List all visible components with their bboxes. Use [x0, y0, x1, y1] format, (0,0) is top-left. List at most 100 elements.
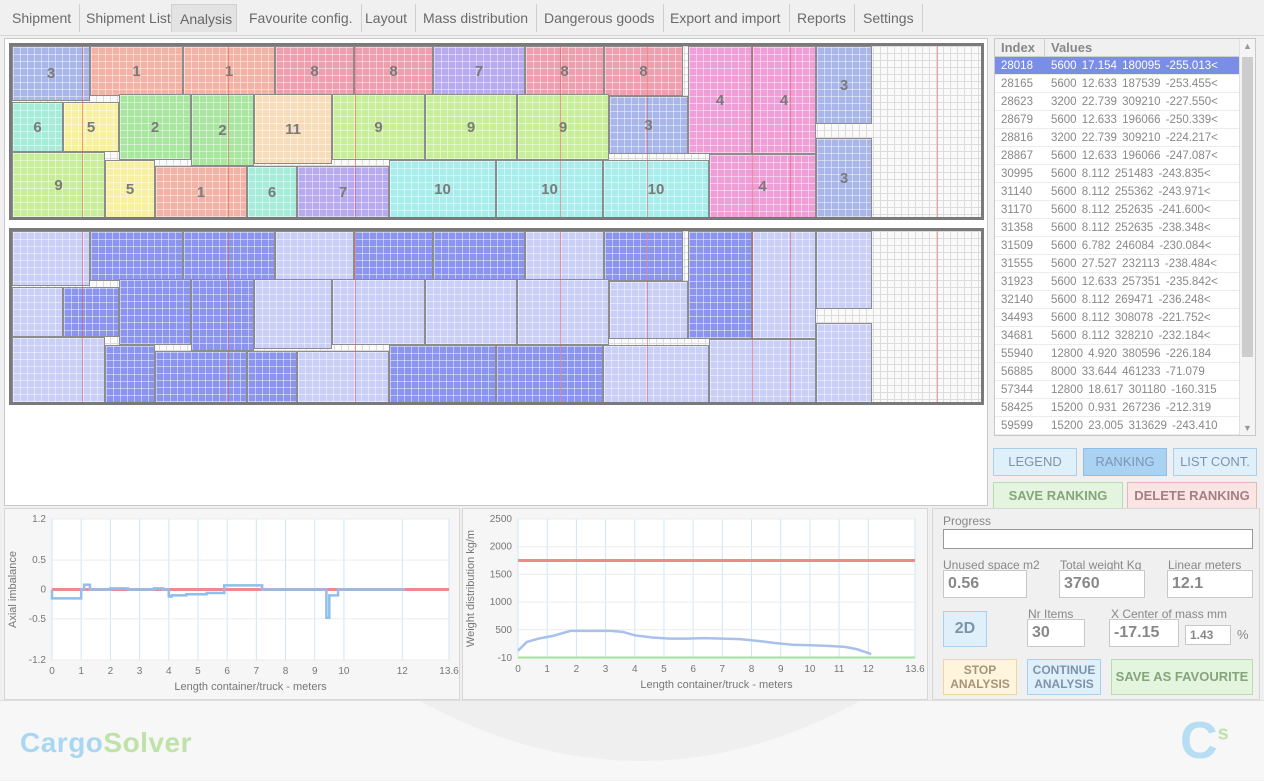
- scroll-down-icon[interactable]: ▼: [1243, 423, 1252, 433]
- cargo-item-shadow[interactable]: [155, 351, 247, 402]
- tab-layout[interactable]: Layout: [357, 4, 417, 32]
- ranking-row[interactable]: 31509 5600 6.782 246084 -230.084<: [995, 237, 1255, 255]
- tab-mass-distribution[interactable]: Mass distribution: [415, 4, 538, 32]
- ranking-row[interactable]: 58425 15200 0.931 267236 -212.319: [995, 399, 1255, 417]
- tab-export-import[interactable]: Export and import: [662, 4, 790, 32]
- cargo-item[interactable]: 3: [12, 46, 90, 101]
- truck-top-view[interactable]: 3 1 1 8 8 7 8 8 4 4 3 6 5 2 2 11 9 9 9 3 9 5 1 6 7 10 10 10 4 3: [9, 43, 984, 220]
- cargo-item-shadow[interactable]: [496, 345, 603, 402]
- cargo-item-shadow[interactable]: [275, 231, 354, 281]
- cargo-item[interactable]: 7: [297, 166, 389, 217]
- cargo-item-shadow[interactable]: [525, 231, 604, 281]
- legend-button[interactable]: LEGEND: [993, 448, 1077, 476]
- tab-reports[interactable]: Reports: [789, 4, 856, 32]
- tab-shipment[interactable]: Shipment: [4, 4, 81, 32]
- cargo-item[interactable]: 5: [105, 160, 155, 217]
- cargo-item[interactable]: 9: [12, 152, 105, 217]
- cargo-item[interactable]: 4: [709, 154, 816, 217]
- cargo-item-shadow[interactable]: [433, 231, 525, 281]
- cargo-item[interactable]: 4: [752, 46, 816, 154]
- cargo-item[interactable]: 9: [517, 94, 609, 160]
- cargo-item-shadow[interactable]: [12, 337, 105, 402]
- cargo-item-shadow[interactable]: [12, 287, 63, 337]
- cargo-item[interactable]: 3: [816, 138, 872, 217]
- cargo-item-shadow[interactable]: [425, 279, 517, 345]
- cargo-item[interactable]: 6: [12, 102, 63, 152]
- ranking-row[interactable]: 28816 3200 22.739 309210 -224.217<: [995, 129, 1255, 147]
- cargo-item-shadow[interactable]: [191, 279, 254, 351]
- cargo-item-shadow[interactable]: [297, 351, 389, 402]
- cargo-item-shadow[interactable]: [816, 323, 872, 402]
- header-index[interactable]: Index: [995, 39, 1045, 56]
- cargo-item[interactable]: 1: [90, 46, 183, 96]
- tab-settings[interactable]: Settings: [855, 4, 923, 32]
- cargo-item[interactable]: 10: [496, 160, 603, 217]
- ranking-row[interactable]: 55940 12800 4.920 380596 -226.184: [995, 345, 1255, 363]
- cargo-item-shadow[interactable]: [183, 231, 275, 281]
- ranking-scrollbar[interactable]: ▲ ▼: [1239, 39, 1255, 435]
- ranking-list[interactable]: Index Values 28018 5600 17.154 180095 -25…: [994, 38, 1256, 436]
- cargo-item-shadow[interactable]: [603, 345, 709, 402]
- cargo-item-shadow[interactable]: [12, 231, 90, 286]
- list-cont-button[interactable]: LIST CONT.: [1173, 448, 1257, 476]
- cargo-item-shadow[interactable]: [90, 231, 183, 281]
- cargo-item[interactable]: 1: [183, 46, 275, 96]
- tab-analysis[interactable]: Analysis: [171, 4, 237, 32]
- cargo-item[interactable]: 8: [275, 46, 354, 96]
- tab-favourite-config[interactable]: Favourite config.: [241, 4, 362, 32]
- cargo-item-shadow[interactable]: [63, 287, 119, 337]
- save-ranking-button[interactable]: SAVE RANKING: [993, 482, 1123, 510]
- cargo-item[interactable]: 2: [119, 94, 191, 160]
- cargo-item-shadow[interactable]: [752, 231, 816, 339]
- stop-analysis-button[interactable]: STOP ANALYSIS: [943, 659, 1017, 695]
- delete-ranking-button[interactable]: DELETE RANKING: [1127, 482, 1257, 510]
- tab-shipment-list[interactable]: Shipment List: [78, 4, 180, 32]
- cargo-item[interactable]: 1: [155, 166, 247, 217]
- cargo-item[interactable]: 5: [63, 102, 119, 152]
- cargo-item[interactable]: 9: [425, 94, 517, 160]
- ranking-row[interactable]: 31170 5600 8.112 252635 -241.600<: [995, 201, 1255, 219]
- cargo-item[interactable]: 10: [389, 160, 496, 217]
- ranking-row[interactable]: 30995 5600 8.112 251483 -243.835<: [995, 165, 1255, 183]
- ranking-row[interactable]: 28679 5600 12.633 196066 -250.339<: [995, 111, 1255, 129]
- cargo-item-shadow[interactable]: [254, 279, 332, 349]
- ranking-row[interactable]: 59599 15200 23.005 313629 -243.410: [995, 417, 1255, 435]
- scroll-up-icon[interactable]: ▲: [1243, 41, 1252, 51]
- continue-analysis-button[interactable]: CONTINUE ANALYSIS: [1027, 659, 1101, 695]
- cargo-item[interactable]: 7: [433, 46, 525, 96]
- cargo-item[interactable]: 3: [816, 46, 872, 124]
- cargo-item[interactable]: 10: [603, 160, 709, 217]
- truck-bottom-view[interactable]: [9, 228, 984, 405]
- cargo-item[interactable]: 4: [688, 46, 752, 154]
- ranking-row[interactable]: 34493 5600 8.112 308078 -221.752<: [995, 309, 1255, 327]
- cargo-item-shadow[interactable]: [709, 339, 816, 402]
- cargo-item-shadow[interactable]: [354, 231, 433, 281]
- cargo-item-shadow[interactable]: [816, 231, 872, 309]
- cargo-item[interactable]: 8: [525, 46, 604, 96]
- cargo-item-shadow[interactable]: [332, 279, 425, 345]
- cargo-item-shadow[interactable]: [119, 279, 191, 345]
- cargo-item-shadow[interactable]: [688, 231, 752, 339]
- ranking-row[interactable]: 28867 5600 12.633 196066 -247.087<: [995, 147, 1255, 165]
- ranking-row[interactable]: 31923 5600 12.633 257351 -235.842<: [995, 273, 1255, 291]
- save-as-favourite-button[interactable]: SAVE AS FAVOURITE: [1111, 659, 1253, 695]
- cargo-item[interactable]: 8: [604, 46, 683, 96]
- header-values[interactable]: Values: [1051, 40, 1093, 55]
- ranking-row[interactable]: 31140 5600 8.112 255362 -243.971<: [995, 183, 1255, 201]
- view-2d-button[interactable]: 2D: [943, 611, 987, 647]
- cargo-item[interactable]: 9: [332, 94, 425, 160]
- cargo-item-shadow[interactable]: [389, 345, 496, 402]
- cargo-item-shadow[interactable]: [609, 281, 688, 339]
- cargo-item[interactable]: 2: [191, 94, 254, 166]
- cargo-item[interactable]: 3: [609, 96, 688, 154]
- ranking-row[interactable]: 56885 8000 33.644 461233 -71.079: [995, 363, 1255, 381]
- cargo-item[interactable]: 8: [354, 46, 433, 96]
- cargo-item-shadow[interactable]: [517, 279, 609, 345]
- tab-dangerous-goods[interactable]: Dangerous goods: [536, 4, 664, 32]
- cargo-item-shadow[interactable]: [604, 231, 683, 281]
- ranking-row[interactable]: 31358 5600 8.112 252635 -238.348<: [995, 219, 1255, 237]
- ranking-row[interactable]: 28623 3200 22.739 309210 -227.550<: [995, 93, 1255, 111]
- ranking-row[interactable]: 28018 5600 17.154 180095 -255.013<: [995, 57, 1255, 75]
- cargo-item[interactable]: 6: [247, 166, 297, 217]
- cargo-item[interactable]: 11: [254, 94, 332, 164]
